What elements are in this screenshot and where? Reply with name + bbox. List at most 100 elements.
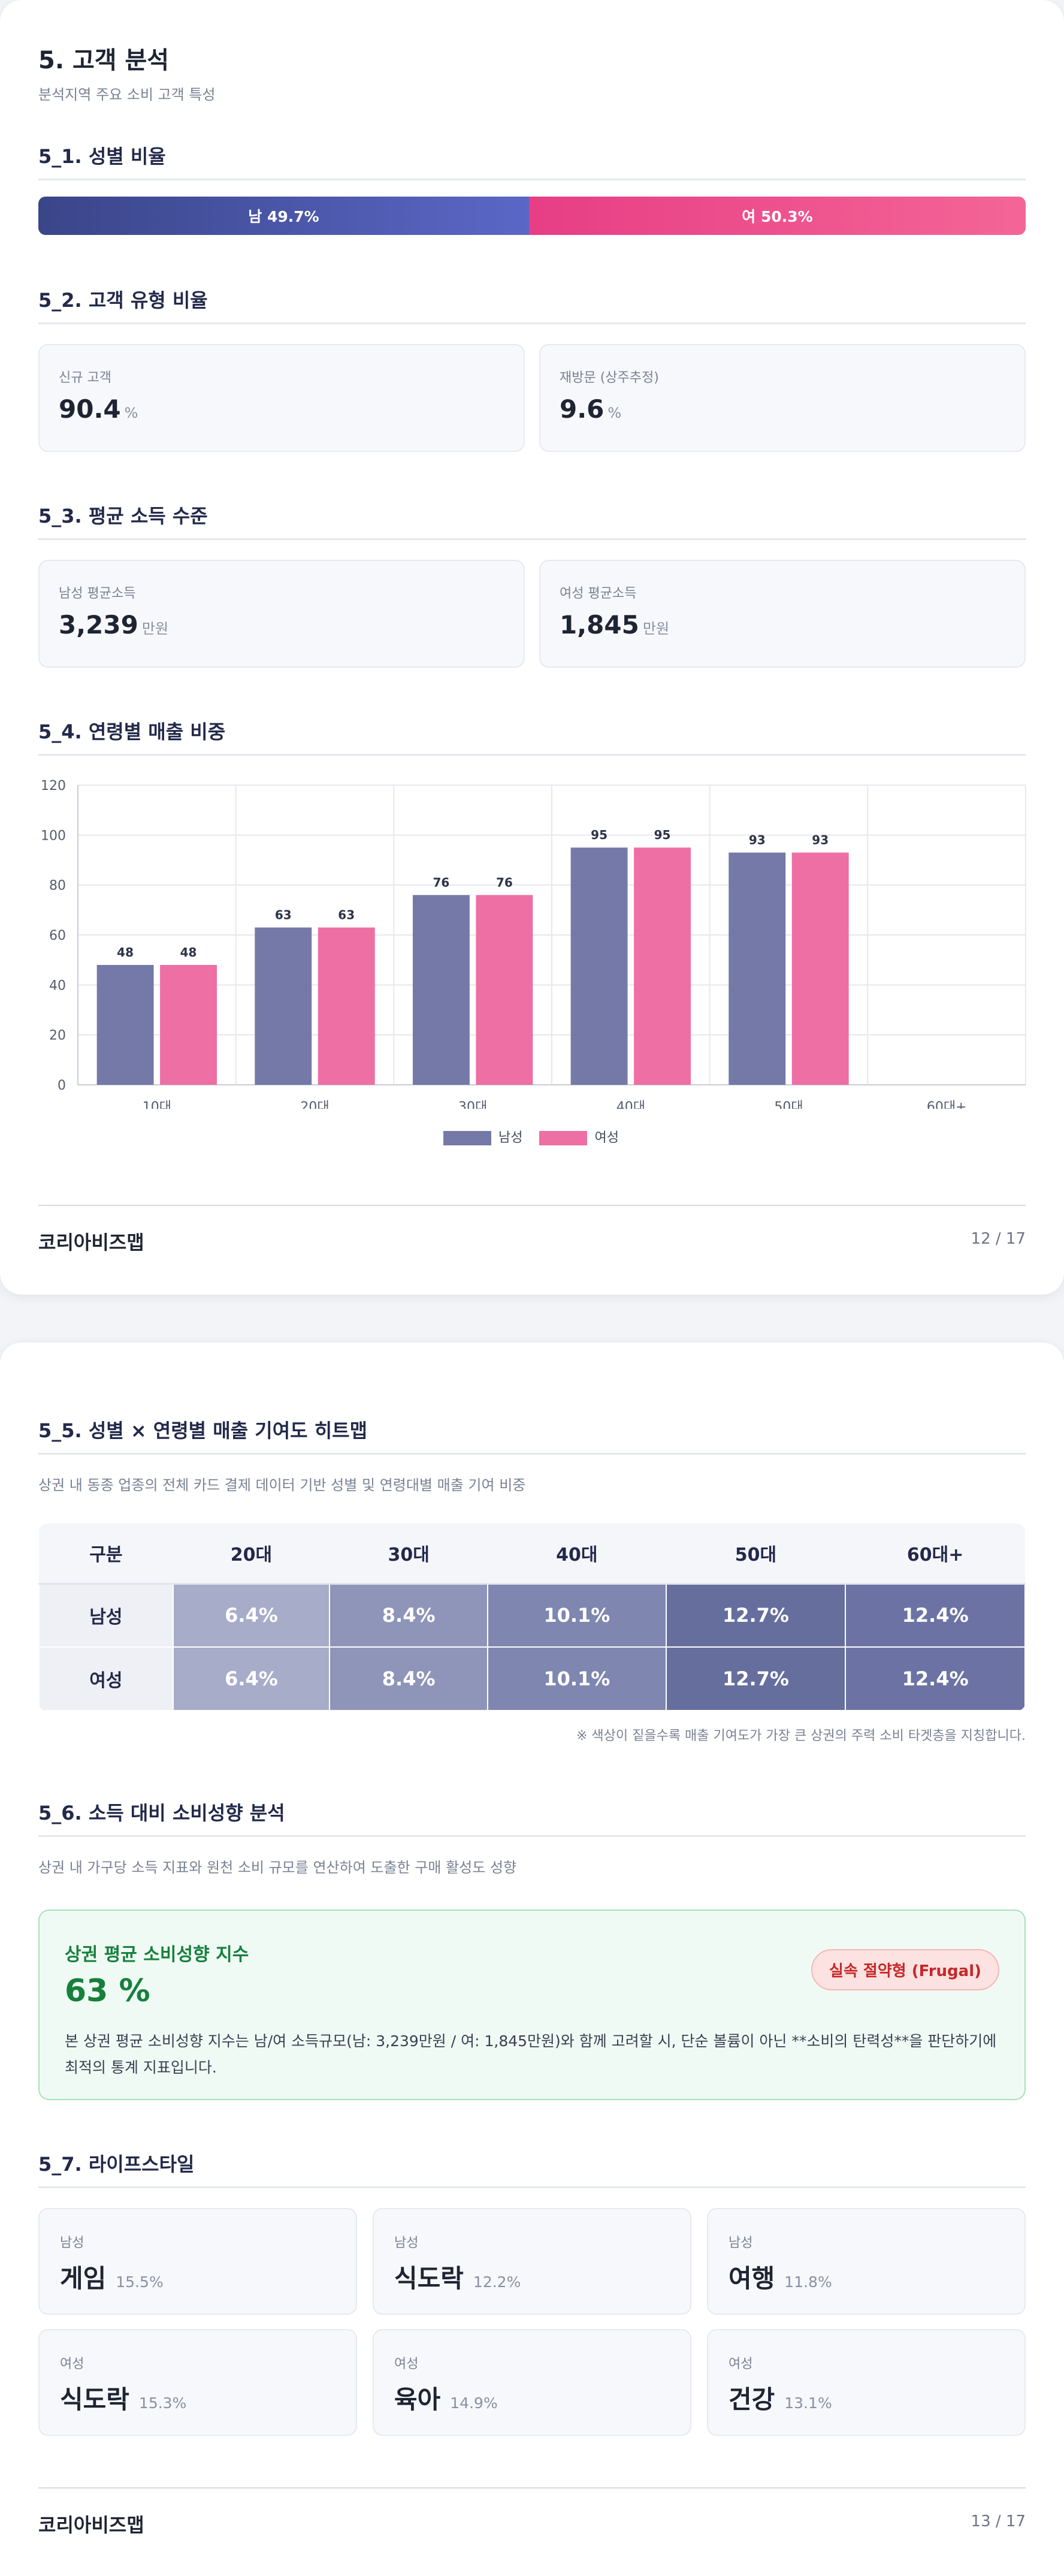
y-tick-label: 120 [41, 779, 66, 794]
bar-male [96, 965, 154, 1085]
section-divider [38, 179, 1026, 180]
footer-divider [38, 2487, 1026, 2488]
section-divider [38, 322, 1026, 324]
heatmap-description: 상권 내 동종 업종의 전체 카드 결제 데이터 기반 성별 및 연령대별 매출… [38, 1477, 526, 1494]
page-title: 5. 고객 분석 [38, 47, 170, 74]
heatmap-header: 30대 [330, 1524, 488, 1585]
heatmap-row-label: 여성 [38, 1646, 174, 1711]
y-tick-label: 40 [49, 978, 66, 993]
card-label: 재방문 (상주추정) [560, 370, 659, 385]
new-customer-card: 신규 고객 90.4% [38, 344, 525, 452]
legend-item-female: 여성 [539, 1127, 619, 1146]
section-title-heatmap: 5_5. 성별 × 연령별 매출 기여도 히트맵 [38, 1419, 368, 1442]
bar-data-label: 63 [338, 908, 355, 922]
bar-male [412, 895, 470, 1085]
heatmap-cell: 12.4% [845, 1583, 1026, 1648]
x-tick-label: 40대 [616, 1100, 645, 1109]
lifestyle-gender: 여성 [60, 2357, 84, 2372]
heatmap-note: ※ 색상이 짙을수록 매출 기여도가 가장 큰 상권의 주력 소비 타겟층을 지… [576, 1729, 1026, 1744]
heatmap-row-male: 남성 6.4% 8.4% 10.1% 12.7% 12.4% [38, 1583, 1026, 1648]
card-value: 1,845 만원 [560, 610, 670, 640]
x-tick-label: 20대 [300, 1100, 329, 1109]
section-divider [38, 754, 1026, 756]
x-tick-label: 10대 [143, 1100, 171, 1109]
card-value: 90.4% [59, 394, 138, 424]
lifestyle-gender: 남성 [60, 2236, 84, 2251]
bar-female [476, 895, 533, 1085]
chart-legend: 남성 여성 [443, 1127, 619, 1146]
card-label: 신규 고객 [59, 370, 111, 385]
y-tick-label: 20 [49, 1028, 66, 1043]
bar-data-label: 63 [275, 908, 292, 922]
bar-male [255, 927, 312, 1085]
heatmap-header: 20대 [173, 1524, 330, 1585]
gender-ratio-bar: 남 49.7% 여 50.3% [38, 197, 1026, 235]
heatmap-header: 50대 [666, 1524, 846, 1585]
legend-item-male: 남성 [443, 1127, 522, 1146]
lifestyle-gender: 남성 [394, 2236, 419, 2251]
footer-brand: 코리아비즈맵 [38, 2514, 144, 2536]
heatmap-cell: 10.1% [487, 1646, 667, 1711]
bar-data-label: 76 [496, 875, 513, 889]
bar-female [318, 927, 375, 1085]
lifestyle-name: 식도락 12.2% [394, 2264, 521, 2293]
lifestyle-gender: 여성 [729, 2357, 753, 2372]
gender-age-heatmap: 구분 20대 30대 40대 50대 60대+ 남성 6.4% 8.4% 10.… [38, 1524, 1026, 1711]
heatmap-cell: 12.7% [665, 1646, 847, 1711]
heatmap-cell: 12.7% [665, 1583, 847, 1648]
card-value: 3,239 만원 [59, 610, 169, 640]
heatmap-header-row: 구분 20대 30대 40대 50대 60대+ [39, 1524, 1025, 1585]
bar-data-label: 95 [591, 828, 607, 842]
bar-data-label: 93 [812, 833, 829, 847]
heatmap-cell: 10.1% [487, 1583, 667, 1648]
lifestyle-name: 게임 15.5% [60, 2264, 164, 2293]
lifestyle-name: 육아 14.9% [394, 2385, 498, 2414]
propensity-index-value: 63 % [65, 1973, 150, 2009]
heatmap-cell: 6.4% [172, 1583, 331, 1648]
y-tick-label: 100 [41, 828, 66, 843]
y-tick-label: 80 [49, 879, 66, 894]
section-title-age-sales: 5_4. 연령별 매출 비중 [38, 720, 226, 743]
lifestyle-gender: 남성 [729, 2236, 753, 2251]
section-divider [38, 2186, 1026, 2188]
lifestyle-name: 식도락 15.3% [60, 2385, 187, 2414]
male-income-card: 남성 평균소득 3,239 만원 [38, 560, 525, 668]
bar-data-label: 48 [180, 945, 197, 960]
bar-data-label: 95 [654, 828, 671, 842]
heatmap-row-female: 여성 6.4% 8.4% 10.1% 12.7% 12.4% [38, 1646, 1026, 1711]
lifestyle-card: 남성 식도락 12.2% [373, 2208, 691, 2315]
footer-divider [38, 1205, 1026, 1206]
propensity-insight-box: 상권 평균 소비성향 지수 63 % 실속 절약형 (Frugal) 본 상권 … [38, 1910, 1026, 2100]
section-divider [38, 538, 1026, 540]
section-title-customer-type: 5_2. 고객 유형 비율 [38, 289, 208, 312]
heatmap-cell: 8.4% [329, 1646, 488, 1711]
heatmap-cell: 12.4% [845, 1646, 1026, 1711]
x-tick-label: 50대 [774, 1100, 803, 1109]
section-title-gender: 5_1. 성별 비율 [38, 145, 166, 168]
age-sales-bar-chart: 0 20 40 60 80 100 120 48 48 10대 63 63 20대 76 76 30대 95 95… [41, 779, 1026, 1109]
lifestyle-gender: 여성 [394, 2357, 419, 2372]
frugal-type-badge: 실속 절약형 (Frugal) [811, 1949, 999, 1990]
page-subtitle: 분석지역 주요 소비 고객 특성 [38, 86, 216, 103]
y-tick-label: 0 [58, 1078, 66, 1093]
male-ratio-segment: 남 49.7% [38, 197, 530, 235]
lifestyle-card: 여성 건강 13.1% [707, 2329, 1026, 2436]
card-label: 여성 평균소득 [560, 586, 637, 601]
y-tick-label: 60 [49, 928, 66, 943]
section-title-propensity: 5_6. 소득 대비 소비성향 분석 [38, 1802, 285, 1824]
heatmap-row-label: 남성 [38, 1583, 174, 1648]
insight-title: 상권 평균 소비성향 지수 [65, 1944, 249, 1965]
insight-text: 본 상권 평균 소비성향 지수는 남/여 소득규모(남: 3,239만원 / 여… [65, 2032, 997, 2076]
female-income-card: 여성 평균소득 1,845 만원 [539, 560, 1026, 668]
x-tick-label: 60대+ [927, 1100, 967, 1109]
section-divider [38, 1453, 1026, 1455]
card-value: 9.6% [560, 394, 622, 424]
bar-female [791, 852, 849, 1085]
section-title-lifestyle: 5_7. 라이프스타일 [38, 2153, 195, 2176]
x-tick-label: 30대 [458, 1100, 487, 1109]
heatmap-cell: 8.4% [329, 1583, 488, 1648]
bar-data-label: 93 [749, 833, 766, 847]
bar-female [634, 847, 691, 1085]
heatmap-cell: 6.4% [172, 1646, 331, 1711]
lifestyle-card: 남성 게임 15.5% [38, 2208, 357, 2315]
